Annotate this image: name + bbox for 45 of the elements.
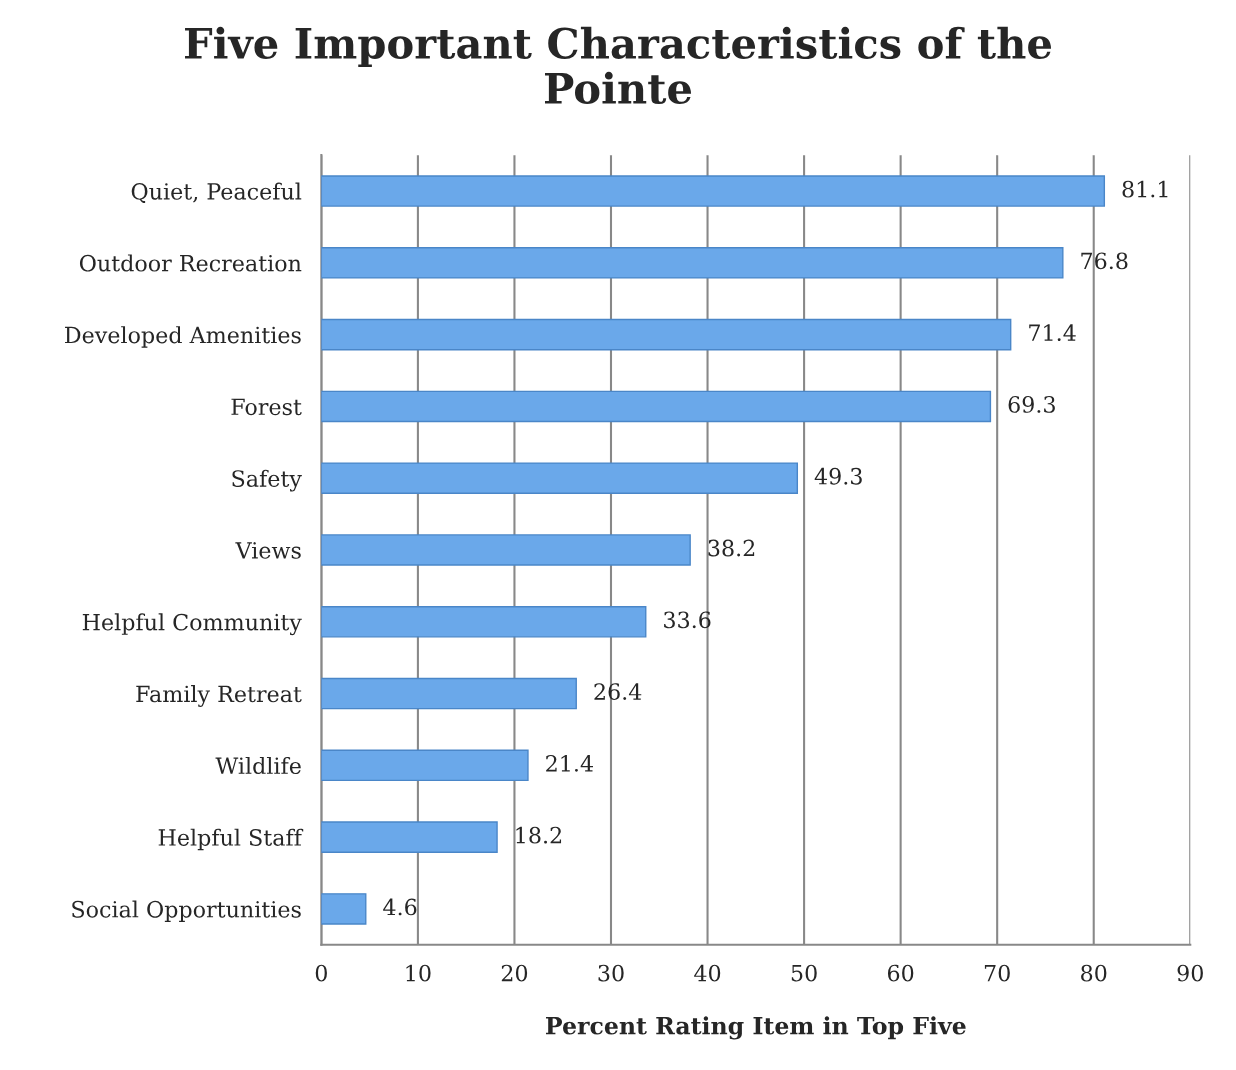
x-tick-label: 70 <box>984 964 1010 982</box>
y-tick-label: Social Opportunities <box>72 900 301 922</box>
bar <box>321 390 992 423</box>
bar <box>321 318 1012 351</box>
y-tick-label: Wildlife <box>215 756 301 775</box>
bar <box>321 749 529 782</box>
bar <box>321 893 367 925</box>
x-tick-label: 10 <box>406 964 431 982</box>
data-label: 69.3 <box>1008 396 1055 413</box>
y-tick-label: Developed Amenities <box>65 326 301 348</box>
bar <box>321 247 1064 279</box>
y-tick-label: Helpful Staff <box>158 828 304 851</box>
y-tick-label: Views <box>235 542 301 559</box>
data-label: 21.4 <box>546 754 593 772</box>
x-axis-title: Percent Rating Item in Top Five <box>545 1016 966 1040</box>
x-tick-label: 40 <box>694 964 721 982</box>
bar <box>321 677 577 710</box>
y-tick-label: Outdoor Recreation <box>79 254 302 272</box>
data-label: 33.6 <box>664 611 711 629</box>
x-tick-label: 0 <box>315 964 327 982</box>
bar <box>321 462 799 494</box>
bar <box>321 821 498 853</box>
y-tick-label: Forest <box>231 398 302 416</box>
bar <box>321 605 647 638</box>
data-label: 76.8 <box>1081 252 1128 270</box>
y-tick-label: Safety <box>232 469 302 492</box>
bar <box>321 534 691 566</box>
x-tick-label: 80 <box>1081 964 1107 982</box>
x-tick-label: 90 <box>1177 964 1203 982</box>
data-label: 49.3 <box>814 467 862 485</box>
data-label: 4.6 <box>383 898 417 916</box>
data-label: 18.2 <box>516 826 562 844</box>
y-tick-label: Quiet, Peaceful <box>131 182 302 204</box>
data-label: 38.2 <box>708 539 755 557</box>
x-tick-label: 30 <box>598 964 624 982</box>
chart-title: Five Important Characteristics of the Pointe <box>185 26 1052 105</box>
bar <box>321 175 1106 207</box>
x-tick-label: 50 <box>791 964 817 982</box>
data-label: 71.4 <box>1029 324 1076 342</box>
y-tick-label: Family Retreat <box>136 685 302 707</box>
x-tick-label: 60 <box>887 964 914 982</box>
y-tick-label: Helpful Community <box>82 613 302 636</box>
data-label: 26.4 <box>594 683 642 700</box>
x-tick-label: 20 <box>501 964 528 982</box>
data-label: 81.1 <box>1122 180 1168 198</box>
